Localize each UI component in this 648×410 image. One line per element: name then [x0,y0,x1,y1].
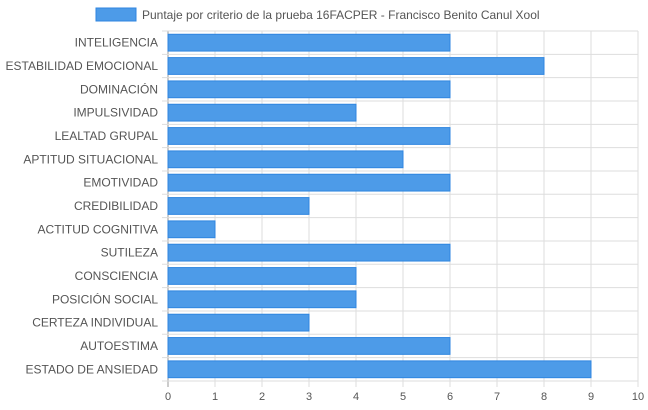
bar[interactable] [167,80,451,99]
category-label: LEALTAD GRUPAL [55,129,159,143]
category-label: INTELIGENCIA [75,36,158,50]
x-tick-label: 6 [447,391,453,403]
x-tick-label: 3 [306,391,312,403]
category-label: ACTITUD COGNITIVA [38,222,158,236]
bar[interactable] [167,243,451,262]
bar[interactable] [167,337,451,355]
x-tick-label: 0 [165,391,171,403]
x-tick-label: 1 [212,391,218,403]
bar[interactable] [167,150,404,169]
category-label: ESTADO DE ANSIEDAD [26,362,159,376]
category-label: CONSCIENCIA [75,269,158,283]
bar[interactable] [167,290,357,309]
bar[interactable] [167,103,357,122]
x-tick-label: 5 [400,391,406,403]
category-labels: INTELIGENCIA ESTABILIDAD EMOCIONAL DOMINAC… [6,36,159,377]
category-label: AUTOESTIMA [80,339,158,353]
category-label: CREDIBILIDAD [74,199,158,213]
bar[interactable] [167,360,592,379]
bar[interactable] [167,197,310,215]
bar[interactable] [167,173,451,192]
category-label: IMPULSIVIDAD [73,106,158,120]
bar[interactable] [167,57,545,75]
category-label: POSICIÓN SOCIAL [52,291,158,306]
legend[interactable]: Puntaje por criterio de la prueba 16FACP… [95,7,540,22]
category-label: APTITUD SITUACIONAL [23,152,158,166]
x-tick-label: 7 [494,391,500,403]
bar[interactable] [167,220,216,239]
category-label: DOMINACIÓN [80,81,158,96]
x-tick-label: 2 [259,391,265,403]
category-label: EMOTIVIDAD [83,176,158,190]
category-label: ESTABILIDAD EMOCIONAL [6,59,159,73]
category-label: CERTEZA INDIVIDUAL [32,316,158,330]
x-tick-label: 10 [632,391,644,403]
bars [167,33,592,379]
bar[interactable] [167,313,310,332]
category-label: SUTILEZA [101,246,158,260]
x-tick-label: 4 [353,391,359,403]
x-axis-ticks: 0 1 2 3 4 5 6 7 8 9 10 [165,391,644,403]
legend-swatch [95,7,137,22]
x-tick-label: 9 [588,391,594,403]
x-tick-label: 8 [541,391,547,403]
bar[interactable] [167,267,357,285]
legend-label: Puntaje por criterio de la prueba 16FACP… [142,8,540,22]
bar[interactable] [167,127,451,145]
bar[interactable] [167,33,451,52]
